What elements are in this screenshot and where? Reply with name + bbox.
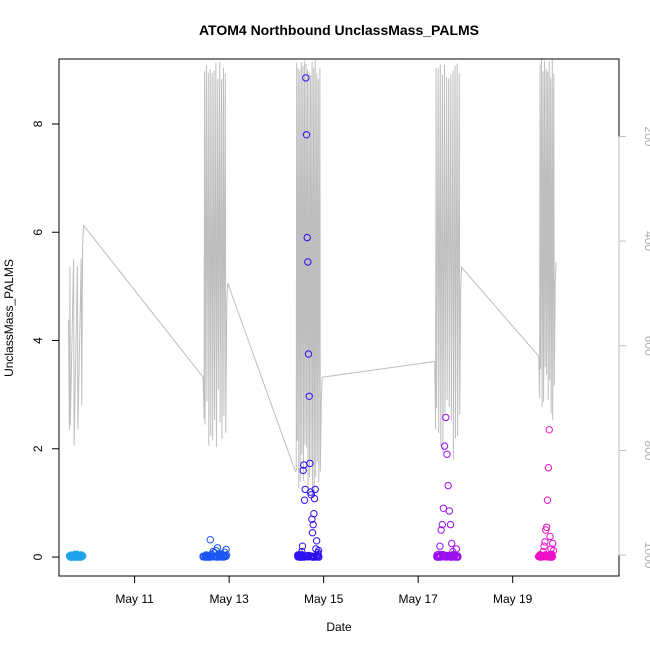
flight-4-point [436,542,444,550]
flight-3-point [310,510,318,518]
flight-1-point [77,551,86,559]
flight-3-point [312,537,321,545]
x-tick-label: May 17 [398,592,438,606]
y-tick-label: 0 [31,553,45,560]
flight-3-point [313,552,321,560]
flight-3-point [306,459,314,468]
flight-3-point [310,494,319,503]
flight-4-point [446,520,455,529]
flight-2-point [206,536,215,544]
flight-4-point [445,507,453,515]
flight-2-point [219,552,227,560]
flight-3-point [298,547,306,556]
data-points [65,74,558,561]
flight-4-point [448,539,456,548]
flight-4-point [452,545,461,553]
flight-3-point [302,131,311,139]
chart-title: ATOM4 Northbound UnclassMass_PALMS [199,22,479,38]
flight-5-point [546,532,554,541]
y-axis-label: UnclassMass_PALMS [2,259,16,377]
flight-3-point [302,74,310,82]
y-tick-label: 8 [31,120,45,127]
right-axis: 200 400 600 800 1000 [618,126,650,569]
flight-5-point [541,538,549,546]
flight-5-point [539,547,547,556]
x-tick-label: May 19 [493,592,533,606]
flight-5-point [548,550,556,558]
flight-4-point [444,481,452,490]
flight-3-point [296,553,305,561]
flight-5-point [545,426,553,434]
flight-5-point [540,542,548,550]
flight-5-point [538,552,547,560]
flight-4-point [440,442,449,450]
flight-4-point [442,413,450,422]
flight-3-point [299,466,307,475]
x-axis: May 11 May 13 May 15 May 17 May 19 [115,575,533,606]
flight-5-point [544,464,553,472]
flight-5-point [549,539,557,548]
flight-4-point [440,551,448,559]
flight-3-point [314,546,323,555]
right-tick-label: 600 [642,336,650,356]
flight-3-point [304,350,313,358]
flight-3-point [303,233,311,242]
flight-1-point [79,552,87,560]
right-tick-label: 200 [642,126,650,146]
right-tick-label: 800 [642,440,650,460]
flight-4-point [439,504,448,512]
flight-2-point [222,545,230,554]
plot-frame [58,58,620,577]
flight-3-point [309,520,317,529]
x-tick-label: May 15 [304,592,344,606]
y-tick-label: 6 [31,229,45,236]
flight-2-point [213,544,222,552]
flight-4-point [453,552,462,560]
flight-4-point [437,526,445,534]
right-tick-label: 400 [642,231,650,251]
flight-4-point [435,550,443,558]
flight-3-point [298,542,307,550]
flight-3-point [304,258,312,266]
flight-5-point [543,496,552,504]
flight-3-point [300,496,309,504]
altitude-line [68,59,557,498]
y-tick-label: 4 [31,337,45,344]
altitude-overlay [68,59,557,498]
flight-4-point [443,450,451,458]
flight-3-point [311,485,319,494]
x-tick-label: May 13 [209,592,249,606]
right-tick-label: 1000 [642,542,650,569]
x-axis-label: Date [326,620,352,634]
flight-4-point [438,520,446,529]
flight-3-point [312,553,320,561]
flight-5-point [543,523,551,531]
flight-5-point [549,546,558,555]
y-tick-label: 2 [31,445,45,452]
x-tick-label: May 11 [115,592,154,606]
flight-3-point [305,392,313,400]
flight-3-point [297,550,305,558]
flight-3-point [308,529,317,537]
y-axis: 0 2 4 6 8 [31,120,60,560]
